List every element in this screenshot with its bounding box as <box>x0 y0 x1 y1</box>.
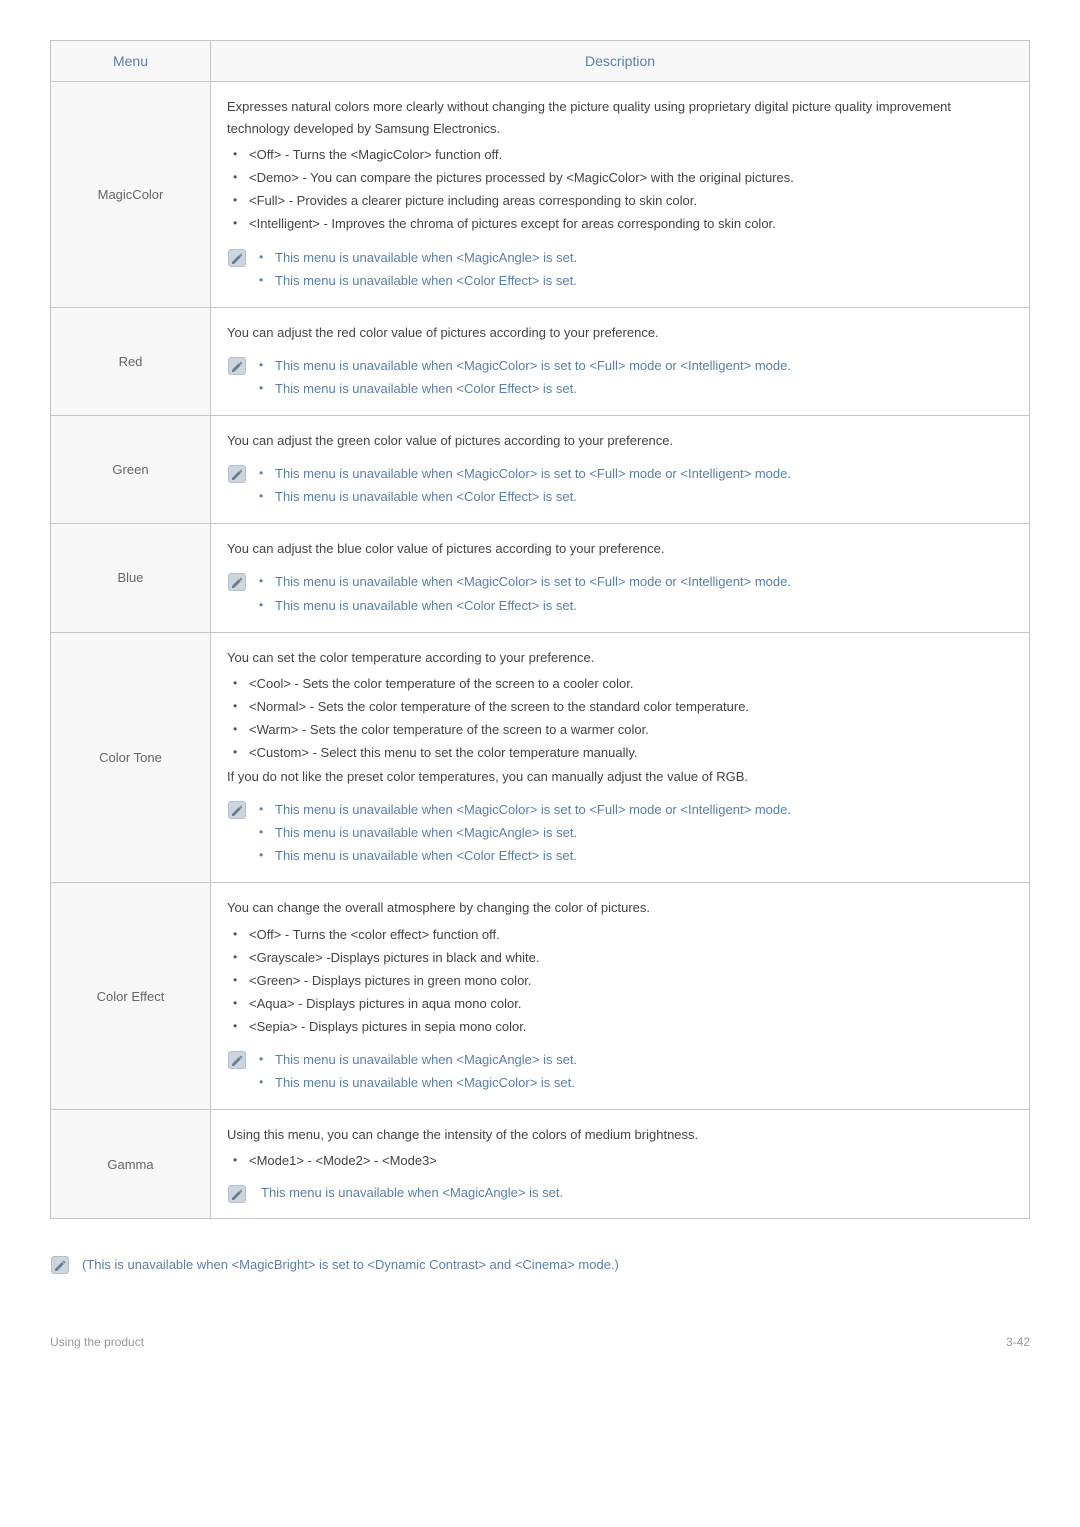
pencil-icon <box>227 248 247 268</box>
bullet-item: <Warm> - Sets the color temperature of t… <box>231 719 1011 741</box>
pencil-icon <box>227 356 247 376</box>
pencil-icon <box>227 800 247 820</box>
row-colortone: Color Tone You can set the color tempera… <box>51 632 1030 883</box>
note-item: This menu is unavailable when <MagicColo… <box>257 463 791 485</box>
intro-text: Expresses natural colors more clearly wi… <box>227 96 1011 140</box>
note-block: This menu is unavailable when <MagicColo… <box>227 354 1011 401</box>
note-item: This menu is unavailable when <Color Eff… <box>257 845 791 867</box>
pencil-icon <box>227 1050 247 1070</box>
note-list: This menu is unavailable when <MagicColo… <box>257 570 791 617</box>
label-green: Green <box>51 416 211 524</box>
bullet-item: <Full> - Provides a clearer picture incl… <box>231 190 1011 212</box>
after-text: If you do not like the preset color temp… <box>227 766 1011 788</box>
bullet-item: <Off> - Turns the <color effect> functio… <box>231 924 1011 946</box>
label-colortone: Color Tone <box>51 632 211 883</box>
note-item: This menu is unavailable when <MagicAngl… <box>257 1182 563 1204</box>
note-item: This menu is unavailable when <MagicColo… <box>257 799 791 821</box>
footer-right: 3-42 <box>1006 1335 1030 1349</box>
label-blue: Blue <box>51 524 211 632</box>
header-description: Description <box>211 41 1030 82</box>
note-item: This menu is unavailable when <Color Eff… <box>257 270 577 292</box>
bullet-list: <Cool> - Sets the color temperature of t… <box>227 673 1011 764</box>
bullet-item: <Mode1> - <Mode2> - <Mode3> <box>231 1150 1011 1172</box>
note-list: This menu is unavailable when <MagicColo… <box>257 354 791 401</box>
pencil-icon <box>227 1184 247 1204</box>
bullet-item: <Normal> - Sets the color temperature of… <box>231 696 1011 718</box>
intro-text: Using this menu, you can change the inte… <box>227 1124 1011 1146</box>
bullet-item: <Green> - Displays pictures in green mon… <box>231 970 1011 992</box>
label-gamma: Gamma <box>51 1110 211 1219</box>
bullet-item: <Cool> - Sets the color temperature of t… <box>231 673 1011 695</box>
note-item: This menu is unavailable when <MagicAngl… <box>257 247 577 269</box>
footer-note: (This is unavailable when <MagicBright> … <box>50 1253 1030 1275</box>
pencil-icon <box>227 572 247 592</box>
bullet-item: <Grayscale> -Displays pictures in black … <box>231 947 1011 969</box>
desc-magiccolor: Expresses natural colors more clearly wi… <box>211 82 1030 308</box>
bullet-item: <Off> - Turns the <MagicColor> function … <box>231 144 1011 166</box>
note-list: This menu is unavailable when <MagicAngl… <box>257 246 577 293</box>
header-menu: Menu <box>51 41 211 82</box>
note-item: This menu is unavailable when <MagicAngl… <box>257 1049 577 1071</box>
desc-blue: You can adjust the blue color value of p… <box>211 524 1030 632</box>
desc-red: You can adjust the red color value of pi… <box>211 307 1030 415</box>
label-coloreffect: Color Effect <box>51 883 211 1110</box>
page-footer: Using the product 3-42 <box>50 1335 1030 1349</box>
note-block: This menu is unavailable when <MagicAngl… <box>227 1182 1011 1204</box>
pencil-icon <box>50 1255 70 1275</box>
note-item: This menu is unavailable when <MagicColo… <box>257 355 791 377</box>
row-red: Red You can adjust the red color value o… <box>51 307 1030 415</box>
bullet-item: <Sepia> - Displays pictures in sepia mon… <box>231 1016 1011 1038</box>
bullet-item: <Aqua> - Displays pictures in aqua mono … <box>231 993 1011 1015</box>
note-item: This menu is unavailable when <MagicColo… <box>257 571 791 593</box>
note-list: This menu is unavailable when <MagicColo… <box>257 798 791 868</box>
bullet-list: <Off> - Turns the <MagicColor> function … <box>227 144 1011 235</box>
pencil-icon <box>227 464 247 484</box>
note-item: This menu is unavailable when <Color Eff… <box>257 486 791 508</box>
row-coloreffect: Color Effect You can change the overall … <box>51 883 1030 1110</box>
note-block: This menu is unavailable when <MagicAngl… <box>227 1048 1011 1095</box>
row-blue: Blue You can adjust the blue color value… <box>51 524 1030 632</box>
bullet-list: <Mode1> - <Mode2> - <Mode3> <box>227 1150 1011 1172</box>
intro-text: You can change the overall atmosphere by… <box>227 897 1011 919</box>
bullet-list: <Off> - Turns the <color effect> functio… <box>227 924 1011 1038</box>
note-item: This menu is unavailable when <Color Eff… <box>257 595 791 617</box>
label-red: Red <box>51 307 211 415</box>
row-gamma: Gamma Using this menu, you can change th… <box>51 1110 1030 1219</box>
row-magiccolor: MagicColor Expresses natural colors more… <box>51 82 1030 308</box>
footer-left: Using the product <box>50 1335 144 1349</box>
desc-gamma: Using this menu, you can change the inte… <box>211 1110 1030 1219</box>
note-item: This menu is unavailable when <MagicAngl… <box>257 822 791 844</box>
intro-text: You can adjust the blue color value of p… <box>227 538 1011 560</box>
note-block: This menu is unavailable when <MagicColo… <box>227 570 1011 617</box>
note-block: This menu is unavailable when <MagicAngl… <box>227 246 1011 293</box>
note-list: This menu is unavailable when <MagicColo… <box>257 462 791 509</box>
footer-note-text: (This is unavailable when <MagicBright> … <box>82 1257 619 1272</box>
note-block: This menu is unavailable when <MagicColo… <box>227 462 1011 509</box>
note-list: This menu is unavailable when <MagicAngl… <box>257 1048 577 1095</box>
desc-colortone: You can set the color temperature accord… <box>211 632 1030 883</box>
intro-text: You can set the color temperature accord… <box>227 647 1011 669</box>
menu-description-table: Menu Description MagicColor Expresses na… <box>50 40 1030 1219</box>
label-magiccolor: MagicColor <box>51 82 211 308</box>
note-item: This menu is unavailable when <MagicColo… <box>257 1072 577 1094</box>
bullet-item: <Intelligent> - Improves the chroma of p… <box>231 213 1011 235</box>
intro-text: You can adjust the green color value of … <box>227 430 1011 452</box>
note-block: This menu is unavailable when <MagicColo… <box>227 798 1011 868</box>
row-green: Green You can adjust the green color val… <box>51 416 1030 524</box>
note-item: This menu is unavailable when <Color Eff… <box>257 378 791 400</box>
desc-green: You can adjust the green color value of … <box>211 416 1030 524</box>
desc-coloreffect: You can change the overall atmosphere by… <box>211 883 1030 1110</box>
intro-text: You can adjust the red color value of pi… <box>227 322 1011 344</box>
bullet-item: <Demo> - You can compare the pictures pr… <box>231 167 1011 189</box>
bullet-item: <Custom> - Select this menu to set the c… <box>231 742 1011 764</box>
